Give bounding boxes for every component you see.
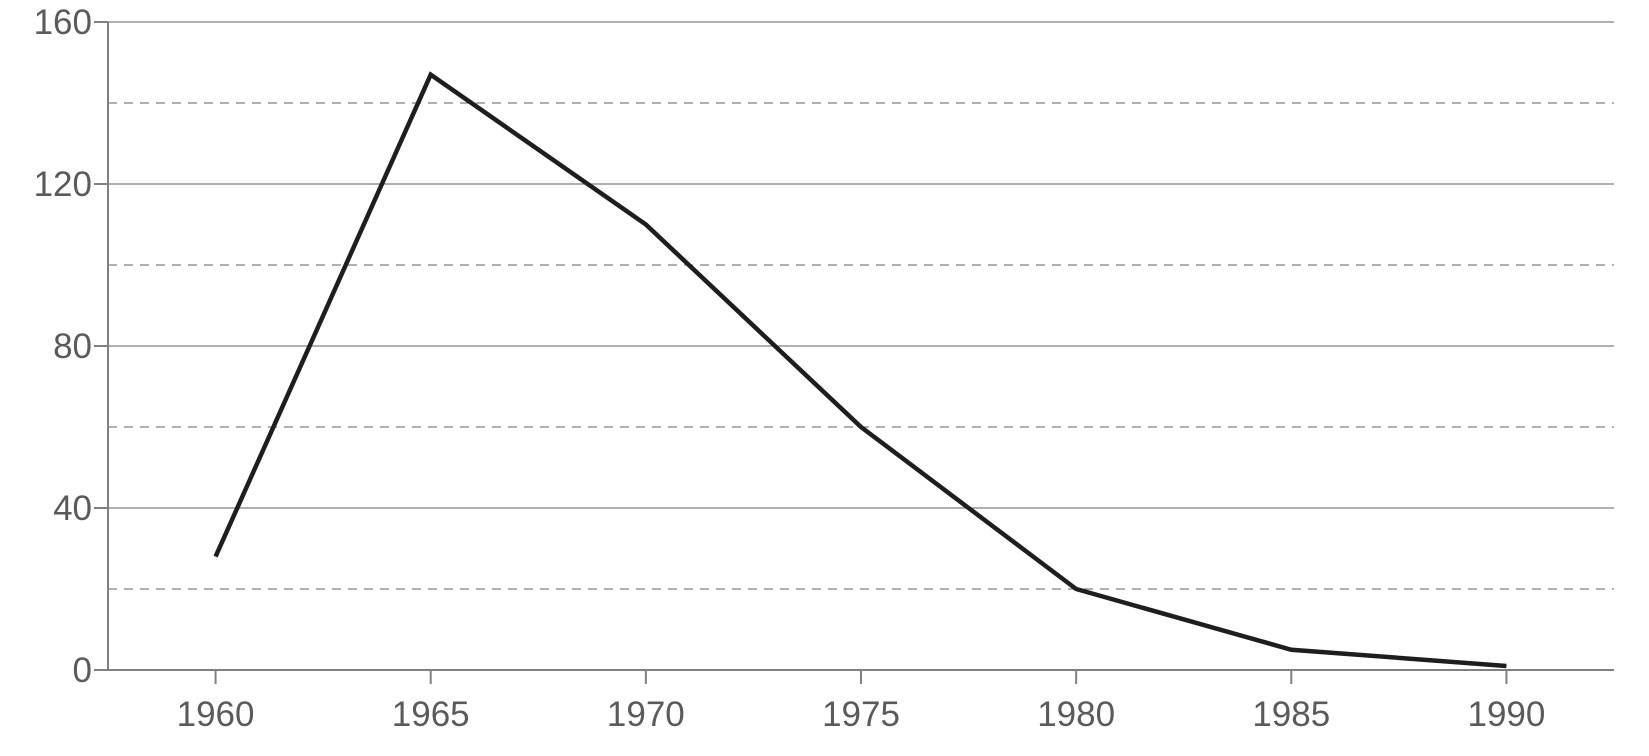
- x-tick-label: 1965: [371, 695, 491, 735]
- y-tick-label: 0: [12, 651, 92, 691]
- x-tick-label: 1970: [586, 695, 706, 735]
- y-tick-label: 120: [12, 165, 92, 205]
- y-tick-label: 80: [12, 327, 92, 367]
- line-chart: 0 40 80 120 160 1960 1965 1970 1975 1980 1985 1990: [0, 0, 1649, 756]
- x-tick-label: 1960: [156, 695, 276, 735]
- y-tick-label: 160: [12, 3, 92, 43]
- y-tick-label: 40: [12, 489, 92, 529]
- x-tick-label: 1980: [1016, 695, 1136, 735]
- x-tick-label: 1985: [1231, 695, 1351, 735]
- chart-svg: [0, 0, 1649, 756]
- x-tick-label: 1990: [1446, 695, 1566, 735]
- x-tick-label: 1975: [801, 695, 921, 735]
